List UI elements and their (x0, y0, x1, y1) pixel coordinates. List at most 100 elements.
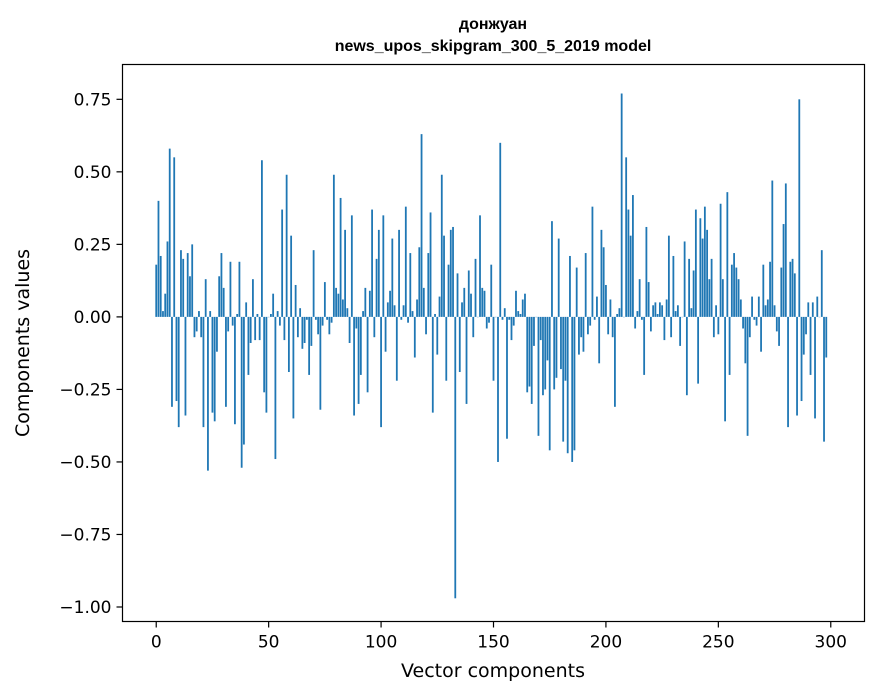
bar-68 (308, 316, 311, 375)
bar-262 (744, 316, 747, 364)
bar-267 (755, 316, 758, 326)
bar-145 (481, 287, 484, 317)
bar-109 (400, 316, 403, 320)
bar-183 (566, 316, 569, 454)
bar-139 (467, 270, 470, 317)
bar-160 (515, 290, 517, 317)
bar-268 (757, 296, 760, 317)
bar-45 (256, 313, 259, 317)
bar-199 (602, 247, 605, 317)
bar-223 (656, 313, 659, 317)
bar-18 (195, 316, 198, 332)
bar-177 (553, 316, 556, 390)
bar-154 (501, 316, 504, 320)
bar-107 (395, 316, 398, 381)
bar-35 (234, 316, 236, 425)
bar-8 (173, 157, 176, 317)
bar-187 (575, 267, 578, 317)
bar-216 (641, 316, 643, 320)
bar-81 (337, 293, 340, 317)
bar-249 (715, 305, 717, 317)
bar-260 (739, 299, 742, 317)
bar-238 (690, 308, 693, 317)
bar-73 (319, 316, 322, 410)
bar-9 (175, 316, 178, 402)
bars-group (155, 93, 828, 599)
bar-114 (411, 311, 414, 317)
bar-12 (182, 258, 185, 317)
bar-59 (287, 316, 290, 373)
bar-157 (508, 316, 511, 320)
bar-293 (814, 316, 816, 419)
bar-242 (699, 218, 702, 317)
y-tick-label: −0.75 (59, 525, 111, 545)
bar-57 (283, 316, 286, 341)
y-axis-ticks: −1.00 −0.75 −0.50 −0.25 0.00 0.25 0.50 0.75 (59, 90, 123, 618)
bar-266 (753, 316, 756, 320)
bar-3 (162, 311, 164, 317)
bar-158 (510, 316, 513, 341)
bar-124 (434, 313, 436, 317)
bar-140 (470, 293, 472, 317)
bar-184 (569, 255, 571, 317)
bar-215 (638, 279, 641, 317)
bar-104 (389, 290, 391, 317)
bar-32 (227, 316, 230, 332)
bar-31 (225, 316, 227, 407)
bar-39 (243, 316, 245, 445)
bar-119 (422, 287, 425, 317)
bar-146 (483, 290, 486, 317)
bar-171 (539, 316, 542, 341)
bar-281 (787, 316, 789, 428)
bar-108 (398, 229, 400, 317)
bar-201 (607, 316, 610, 335)
bar-155 (503, 308, 506, 317)
bar-78 (330, 316, 333, 323)
bar-15 (189, 276, 191, 317)
bar-247 (710, 258, 713, 317)
bar-27 (216, 316, 218, 352)
bar-138 (465, 316, 468, 404)
bar-25 (211, 316, 214, 413)
x-tick-label: 150 (477, 633, 509, 653)
bar-278 (780, 267, 783, 317)
bar-11 (180, 250, 182, 317)
bar-110 (402, 305, 405, 317)
bar-33 (229, 261, 232, 317)
bar-34 (231, 316, 234, 326)
bar-26 (213, 316, 216, 422)
x-tick-label: 50 (258, 633, 280, 653)
bar-191 (584, 253, 587, 317)
bar-148 (488, 316, 490, 323)
bar-288 (802, 316, 805, 355)
bar-239 (692, 270, 695, 317)
bar-220 (649, 316, 652, 332)
bar-52 (272, 293, 275, 317)
bar-150 (492, 316, 495, 381)
bar-272 (766, 299, 769, 317)
bar-212 (632, 195, 634, 317)
bar-111 (404, 206, 407, 317)
bar-84 (344, 229, 346, 317)
bar-77 (328, 316, 331, 335)
bar-176 (551, 221, 553, 317)
bar-197 (598, 316, 601, 364)
bar-74 (321, 316, 324, 326)
bar-188 (578, 316, 580, 355)
y-axis-label: Components values (12, 249, 34, 437)
bar-190 (582, 316, 585, 352)
bar-175 (548, 316, 551, 451)
bar-280 (784, 183, 787, 317)
bar-102 (384, 316, 387, 352)
bar-93 (364, 287, 367, 317)
bar-217 (643, 316, 646, 375)
bar-156 (506, 316, 508, 439)
bar-5 (166, 241, 169, 317)
bar-0 (155, 264, 158, 317)
bar-128 (443, 235, 445, 317)
bar-152 (497, 316, 499, 462)
bar-228 (667, 235, 670, 317)
bar-210 (627, 209, 630, 317)
bar-263 (746, 316, 749, 436)
bar-112 (407, 316, 409, 323)
